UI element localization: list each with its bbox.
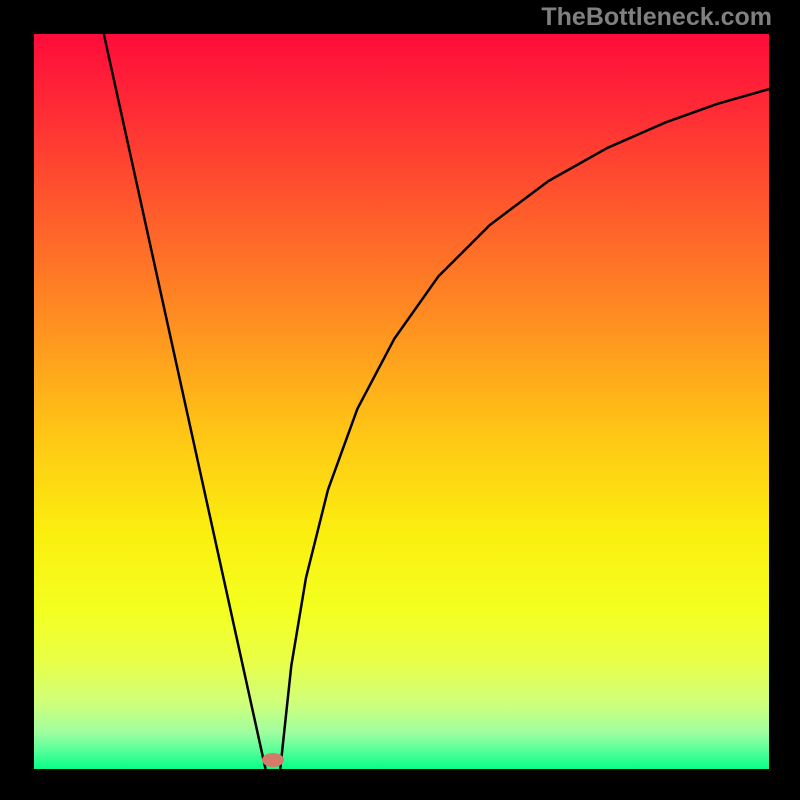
plot-area [34, 34, 769, 769]
min-point-marker [260, 751, 286, 769]
curve-left-branch [104, 34, 266, 769]
chart-stage: TheBottleneck.com [0, 0, 800, 800]
bottleneck-curve [34, 34, 769, 769]
curve-right-branch [280, 89, 769, 769]
watermark-text: TheBottleneck.com [541, 3, 772, 32]
